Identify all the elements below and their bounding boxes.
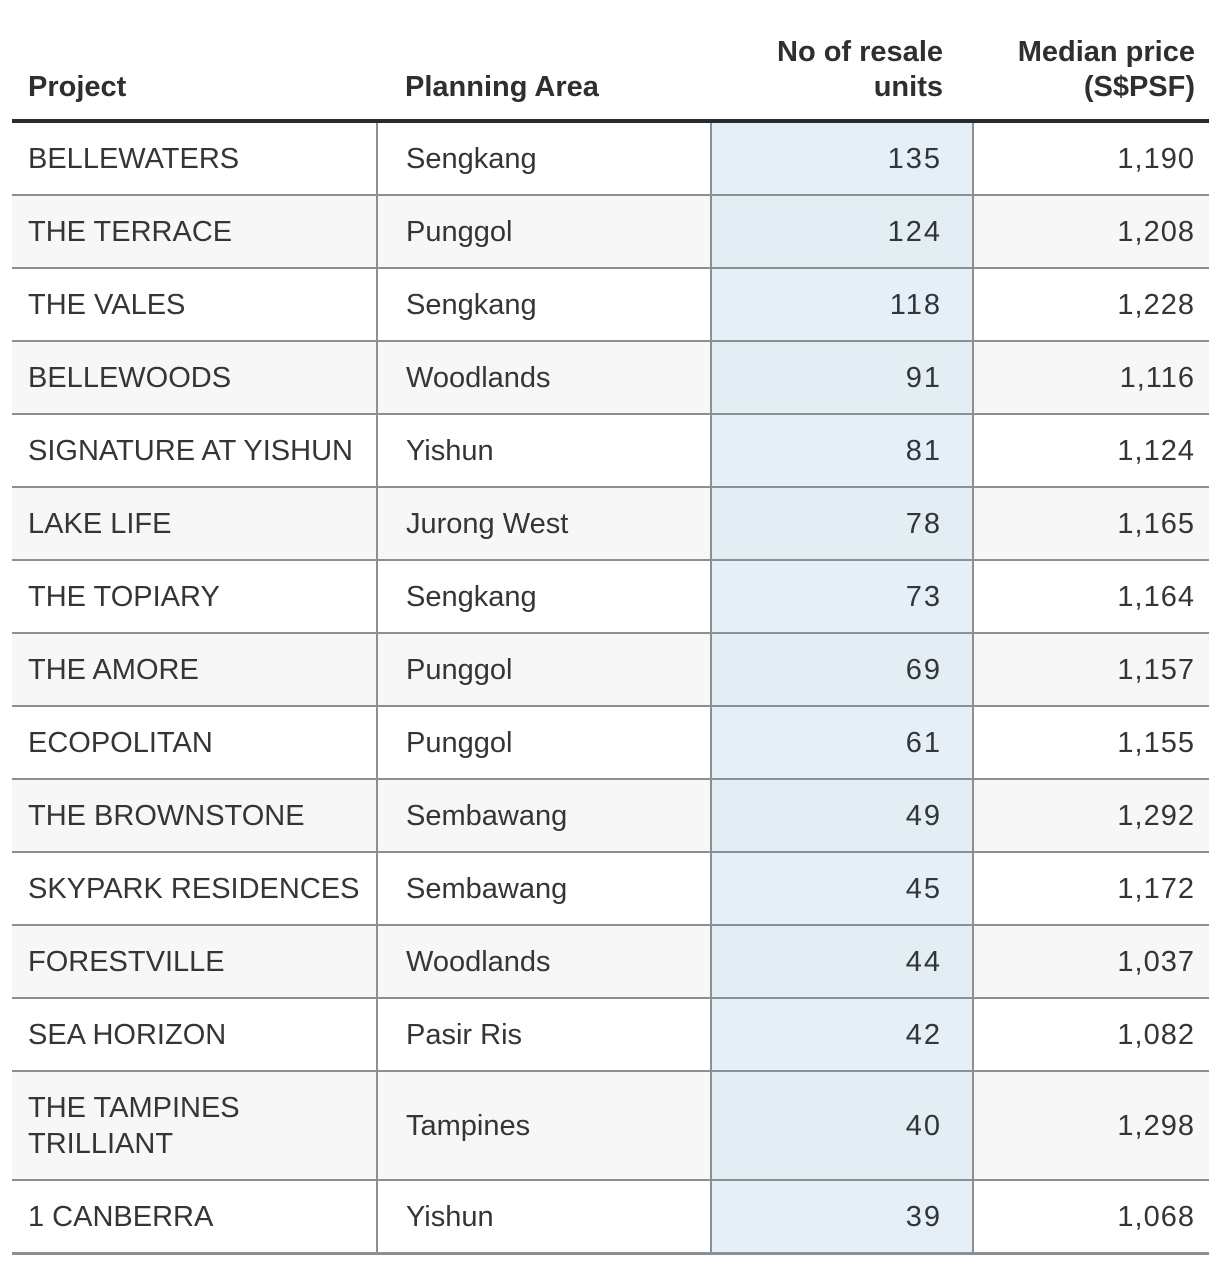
cell-median-price: 1,157 <box>973 632 1209 706</box>
cell-resale-units: 49 <box>711 778 974 852</box>
cell-project: ECOPOLITAN <box>12 705 378 779</box>
cell-project: THE VALES <box>12 267 378 341</box>
cell-project: LAKE LIFE <box>12 486 378 560</box>
table-row: SKYPARK RESIDENCES Sembawang 45 1,172 <box>12 851 1209 925</box>
table-body: BELLEWATERS Sengkang 135 1,190 THE TERRACE Pu… <box>12 121 1209 1255</box>
cell-project: THE BROWNSTONE <box>12 778 378 852</box>
cell-resale-units: 91 <box>711 340 974 414</box>
cell-planning-area: Punggol <box>377 632 712 706</box>
cell-planning-area: Sengkang <box>377 267 712 341</box>
cell-planning-area: Woodlands <box>377 924 712 998</box>
cell-median-price: 1,165 <box>973 486 1209 560</box>
cell-resale-units: 42 <box>711 997 974 1071</box>
table-row: SIGNATURE AT YISHUN Yishun 81 1,124 <box>12 413 1209 487</box>
cell-median-price: 1,082 <box>973 997 1209 1071</box>
cell-median-price: 1,208 <box>973 194 1209 268</box>
cell-resale-units: 81 <box>711 413 974 487</box>
table-row: BELLEWATERS Sengkang 135 1,190 <box>12 121 1209 195</box>
table-row: ECOPOLITAN Punggol 61 1,155 <box>12 705 1209 779</box>
cell-planning-area: Sengkang <box>377 559 712 633</box>
cell-project: BELLEWOODS <box>12 340 378 414</box>
cell-planning-area: Sengkang <box>377 121 712 195</box>
cell-resale-units: 69 <box>711 632 974 706</box>
header-row: Project Planning Area No of resale units… <box>12 0 1209 123</box>
cell-planning-area: Sembawang <box>377 778 712 852</box>
cell-project: 1 CANBERRA <box>12 1179 378 1255</box>
table-row: THE BROWNSTONE Sembawang 49 1,292 <box>12 778 1209 852</box>
cell-median-price: 1,155 <box>973 705 1209 779</box>
cell-project: FORESTVILLE <box>12 924 378 998</box>
cell-resale-units: 118 <box>711 267 974 341</box>
cell-planning-area: Punggol <box>377 194 712 268</box>
cell-planning-area: Woodlands <box>377 340 712 414</box>
cell-planning-area: Tampines <box>377 1070 712 1180</box>
table-row: BELLEWOODS Woodlands 91 1,116 <box>12 340 1209 414</box>
cell-planning-area: Jurong West <box>377 486 712 560</box>
column-header-median-price: Median price (S$PSF) <box>973 0 1209 123</box>
cell-resale-units: 39 <box>711 1179 974 1255</box>
cell-median-price: 1,116 <box>973 340 1209 414</box>
cell-planning-area: Yishun <box>377 413 712 487</box>
table-row: LAKE LIFE Jurong West 78 1,165 <box>12 486 1209 560</box>
cell-resale-units: 73 <box>711 559 974 633</box>
cell-resale-units: 44 <box>711 924 974 998</box>
cell-planning-area: Sembawang <box>377 851 712 925</box>
cell-planning-area: Yishun <box>377 1179 712 1255</box>
cell-median-price: 1,068 <box>973 1179 1209 1255</box>
cell-project: THE TAMPINES TRILLIANT <box>12 1070 378 1180</box>
resale-units-table: Project Planning Area No of resale units… <box>12 0 1209 1255</box>
cell-median-price: 1,124 <box>973 413 1209 487</box>
column-header-resale-units: No of resale units <box>711 0 973 123</box>
column-header-planning-area: Planning Area <box>377 0 711 123</box>
table-row: THE TERRACE Punggol 124 1,208 <box>12 194 1209 268</box>
cell-median-price: 1,298 <box>973 1070 1209 1180</box>
cell-median-price: 1,172 <box>973 851 1209 925</box>
table-row: THE AMORE Punggol 69 1,157 <box>12 632 1209 706</box>
cell-resale-units: 40 <box>711 1070 974 1180</box>
cell-project: THE AMORE <box>12 632 378 706</box>
table-header: Project Planning Area No of resale units… <box>12 0 1209 123</box>
cell-project: THE TOPIARY <box>12 559 378 633</box>
cell-project: SEA HORIZON <box>12 997 378 1071</box>
table-row: FORESTVILLE Woodlands 44 1,037 <box>12 924 1209 998</box>
column-header-project: Project <box>12 0 377 123</box>
cell-project: SKYPARK RESIDENCES <box>12 851 378 925</box>
cell-planning-area: Punggol <box>377 705 712 779</box>
table-row: THE TAMPINES TRILLIANT Tampines 40 1,298 <box>12 1070 1209 1180</box>
cell-planning-area: Pasir Ris <box>377 997 712 1071</box>
cell-project: SIGNATURE AT YISHUN <box>12 413 378 487</box>
cell-median-price: 1,164 <box>973 559 1209 633</box>
cell-median-price: 1,228 <box>973 267 1209 341</box>
cell-project: BELLEWATERS <box>12 121 378 195</box>
cell-project: THE TERRACE <box>12 194 378 268</box>
cell-resale-units: 78 <box>711 486 974 560</box>
cell-median-price: 1,292 <box>973 778 1209 852</box>
table-row: THE TOPIARY Sengkang 73 1,164 <box>12 559 1209 633</box>
cell-median-price: 1,190 <box>973 121 1209 195</box>
cell-resale-units: 124 <box>711 194 974 268</box>
table-row: SEA HORIZON Pasir Ris 42 1,082 <box>12 997 1209 1071</box>
table-row: 1 CANBERRA Yishun 39 1,068 <box>12 1179 1209 1255</box>
cell-resale-units: 135 <box>711 121 974 195</box>
cell-resale-units: 61 <box>711 705 974 779</box>
cell-median-price: 1,037 <box>973 924 1209 998</box>
table-row: THE VALES Sengkang 118 1,228 <box>12 267 1209 341</box>
cell-resale-units: 45 <box>711 851 974 925</box>
